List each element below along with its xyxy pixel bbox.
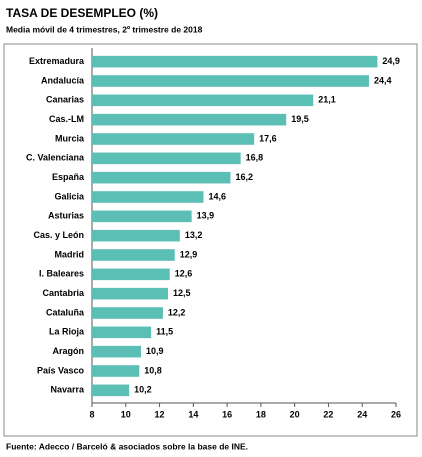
value-label: 19,5	[291, 114, 309, 124]
x-tick-label: 22	[323, 409, 333, 419]
value-label: 12,6	[175, 269, 193, 279]
value-label: 10,2	[134, 385, 152, 395]
bar	[92, 345, 141, 358]
value-label: 14,6	[208, 191, 226, 201]
y-tick-label: España	[52, 172, 85, 182]
bar	[92, 287, 168, 300]
y-tick-label: Galicia	[54, 191, 85, 201]
y-tick-label: Asturias	[48, 211, 84, 221]
value-label: 12,5	[173, 288, 191, 298]
value-label: 17,6	[259, 133, 277, 143]
y-tick-label: Cataluña	[46, 307, 85, 317]
bar	[92, 55, 378, 68]
value-label: 21,1	[318, 95, 336, 105]
value-label: 10,9	[146, 346, 164, 356]
value-label: 13,9	[197, 211, 215, 221]
bar	[92, 384, 130, 397]
bar	[92, 133, 255, 145]
x-tick-label: 16	[222, 409, 232, 419]
bar	[92, 171, 231, 184]
bar	[92, 75, 369, 87]
y-tick-label: Extremadura	[29, 56, 85, 66]
y-tick-label: Andalucía	[41, 75, 85, 85]
bar	[92, 268, 170, 281]
x-tick-label: 8	[89, 409, 94, 419]
y-tick-label: Aragón	[53, 346, 85, 356]
x-tick-label: 10	[121, 409, 131, 419]
x-tick-label: 14	[188, 409, 198, 419]
bar	[92, 191, 204, 203]
value-label: 12,2	[168, 307, 186, 317]
x-tick-label: 20	[290, 409, 300, 419]
bar	[92, 94, 314, 107]
chart-frame	[3, 43, 418, 437]
y-tick-label: Madrid	[54, 249, 84, 259]
value-label: 16,8	[246, 153, 264, 163]
y-tick-label: Murcia	[55, 133, 85, 143]
x-tick-label: 18	[256, 409, 266, 419]
value-label: 10,8	[144, 365, 162, 375]
y-tick-label: I. Baleares	[39, 269, 84, 279]
x-tick-label: 26	[391, 409, 401, 419]
x-tick-label: 24	[357, 409, 367, 419]
y-tick-label: País Vasco	[37, 365, 85, 375]
x-tick-label: 12	[155, 409, 165, 419]
value-label: 13,2	[185, 230, 203, 240]
bar	[92, 113, 287, 126]
value-label: 24,4	[374, 75, 392, 85]
value-label: 11,5	[156, 327, 173, 337]
y-tick-label: La Rioja	[49, 327, 85, 337]
chart-title: TASA DE DESEMPLEO (%)	[6, 6, 158, 20]
y-tick-label: Canarias	[46, 95, 84, 105]
source-note: Fuente: Adecco / Barceló & asociados sob…	[6, 441, 248, 451]
bar	[92, 307, 163, 319]
bar	[92, 326, 152, 339]
bar	[92, 229, 180, 242]
value-label: 24,9	[382, 56, 400, 66]
y-tick-label: Cas.-LM	[49, 114, 84, 124]
y-tick-label: C. Valenciana	[26, 153, 85, 163]
chart-subtitle: Media móvil de 4 trimestres, 2º trimestr…	[6, 24, 203, 34]
y-tick-label: Cantabria	[42, 288, 85, 298]
y-tick-label: Cas. y León	[33, 230, 84, 240]
bar	[92, 249, 175, 261]
bar	[92, 152, 241, 165]
value-label: 12,9	[180, 249, 198, 259]
bar	[92, 210, 192, 223]
value-label: 16,2	[235, 172, 253, 182]
y-tick-label: Navarra	[50, 385, 85, 395]
bar	[92, 365, 140, 377]
